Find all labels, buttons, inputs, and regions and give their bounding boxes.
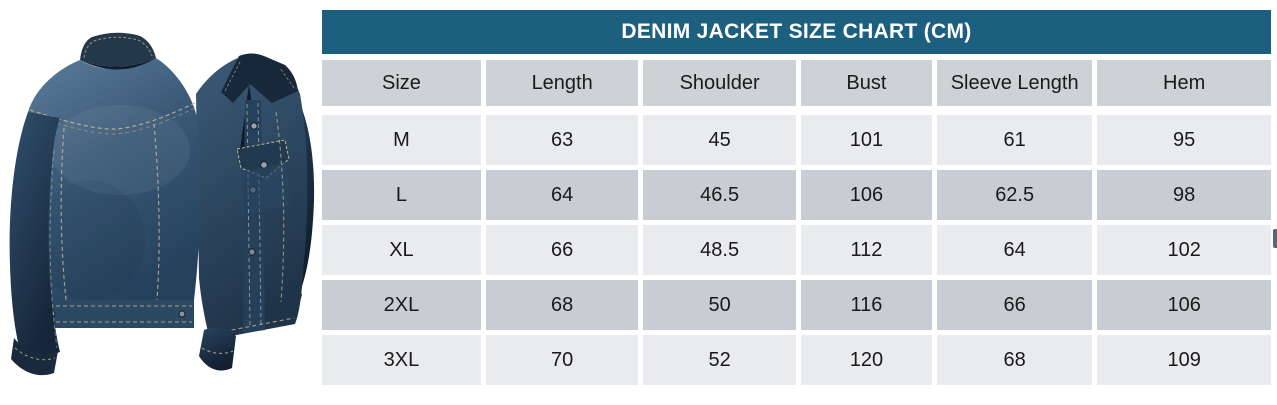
table-cell: 66 bbox=[485, 225, 639, 275]
table-cell: 61 bbox=[937, 115, 1093, 165]
column-header: Size bbox=[322, 60, 481, 106]
column-header: Sleeve Length bbox=[937, 60, 1093, 106]
table-cell: 62.5 bbox=[937, 170, 1093, 220]
table-cell: 68 bbox=[937, 335, 1093, 385]
column-header: Hem bbox=[1097, 60, 1271, 106]
table-cell: 52 bbox=[643, 335, 796, 385]
back-jacket bbox=[9, 32, 201, 376]
table-cell: 46.5 bbox=[643, 170, 796, 220]
table-cell: 68 bbox=[485, 280, 639, 330]
size-chart: DENIM JACKET SIZE CHART (CM) Size Length S… bbox=[322, 0, 1277, 405]
table-cell: 70 bbox=[485, 335, 639, 385]
table-cell: 3XL bbox=[322, 335, 481, 385]
column-header: Bust bbox=[800, 60, 933, 106]
column-header: Length bbox=[485, 60, 639, 106]
column-header: Shoulder bbox=[643, 60, 796, 106]
right-edge-scrollbar-fragment bbox=[1273, 229, 1277, 248]
size-table-grid: Size Length Shoulder Bust Sleeve Length Hem M 6… bbox=[322, 60, 1271, 385]
table-cell: 2XL bbox=[322, 280, 481, 330]
table-cell: 102 bbox=[1097, 225, 1271, 275]
table-cell: 64 bbox=[485, 170, 639, 220]
table-cell: 106 bbox=[1097, 280, 1271, 330]
table-cell: L bbox=[322, 170, 481, 220]
table-cell: 120 bbox=[800, 335, 933, 385]
table-cell: 106 bbox=[800, 170, 933, 220]
table-cell: 112 bbox=[800, 225, 933, 275]
table-cell: 116 bbox=[800, 280, 933, 330]
size-chart-title: DENIM JACKET SIZE CHART (CM) bbox=[322, 10, 1271, 54]
table-cell: 45 bbox=[643, 115, 796, 165]
table-cell: 95 bbox=[1097, 115, 1271, 165]
front-jacket bbox=[196, 53, 315, 371]
table-cell: 66 bbox=[937, 280, 1093, 330]
table-cell: 63 bbox=[485, 115, 639, 165]
denim-jacket-image bbox=[9, 32, 315, 376]
table-cell: 48.5 bbox=[643, 225, 796, 275]
table-cell: 101 bbox=[800, 115, 933, 165]
table-cell: 98 bbox=[1097, 170, 1271, 220]
table-cell: XL bbox=[322, 225, 481, 275]
table-cell: 50 bbox=[643, 280, 796, 330]
product-photo-panel bbox=[0, 0, 322, 405]
table-cell: M bbox=[322, 115, 481, 165]
table-cell: 64 bbox=[937, 225, 1093, 275]
table-cell: 109 bbox=[1097, 335, 1271, 385]
